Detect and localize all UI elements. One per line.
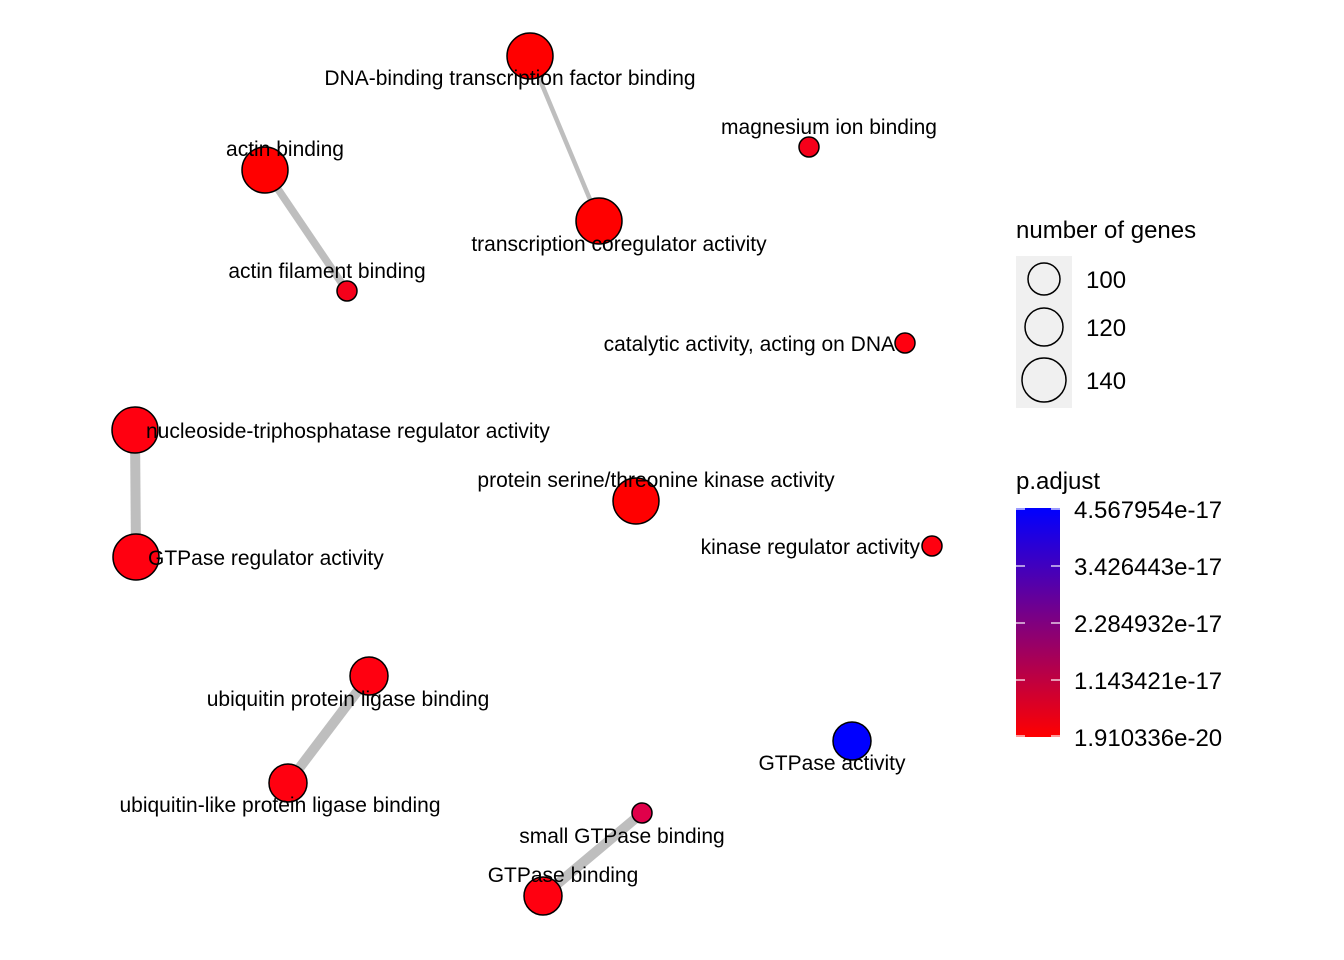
color-legend-tick-label: 3.426443e-17 (1074, 554, 1222, 581)
color-legend-tick-label: 1.910336e-20 (1074, 725, 1222, 752)
node-gtpase-reg (112, 533, 160, 581)
nodes-layer (111, 32, 943, 916)
node-label-ntpase-reg: nucleoside-triphosphatase regulator acti… (146, 420, 550, 443)
node-label-gtpase-reg: GTPase regulator activity (148, 547, 384, 570)
size-legend-circle-140 (1021, 357, 1067, 403)
node-small-gtpase (631, 802, 653, 824)
labels-layer: DNA-binding transcription factor binding… (119, 67, 937, 887)
node-label-small-gtpase: small GTPase binding (519, 825, 724, 848)
edge-dna-tf-binding-transcription-coreg (527, 55, 602, 222)
node-gtpase-activity (832, 721, 872, 761)
color-legend-tick-label: 4.567954e-17 (1074, 497, 1222, 524)
node-label-catalytic-dna: catalytic activity, acting on DNA (604, 333, 895, 356)
color-legend-tick-label: 1.143421e-17 (1074, 668, 1222, 695)
node-dna-tf-binding (506, 32, 554, 80)
size-legend-circle-120 (1024, 307, 1064, 347)
node-ubiquitin-ligase (349, 656, 389, 696)
edge-ubiquitin-ligase-ubiquitin-like-ligase (284, 672, 373, 787)
node-label-actin-filament: actin filament binding (228, 260, 425, 283)
node-transcription-coreg (575, 197, 623, 245)
node-ser-thr-kinase (612, 477, 660, 525)
size-legend-circle-100 (1027, 262, 1061, 296)
edge-actin-binding-actin-filament (261, 167, 351, 294)
node-magnesium (798, 136, 820, 158)
size-legend-label-120: 120 (1086, 315, 1126, 342)
node-label-kinase-reg: kinase regulator activity (701, 536, 921, 559)
color-legend-tick-label: 2.284932e-17 (1074, 611, 1222, 638)
node-catalytic-dna (894, 332, 916, 354)
node-label-ubiquitin-like-ligase: ubiquitin-like protein ligase binding (119, 794, 440, 817)
node-label-transcription-coreg: transcription coregulator activity (471, 233, 767, 256)
size-legend-label-100: 100 (1086, 267, 1126, 294)
node-label-gtpase-activity: GTPase activity (758, 752, 906, 775)
color-legend-ticks (1016, 508, 1060, 737)
edge-small-gtpase-gtpase-binding (539, 809, 646, 900)
node-label-dna-tf-binding: DNA-binding transcription factor binding (324, 67, 695, 90)
node-actin-filament (336, 280, 358, 302)
node-kinase-reg (921, 535, 943, 557)
node-gtpase-binding (523, 876, 563, 916)
node-label-magnesium: magnesium ion binding (721, 116, 937, 139)
node-label-ser-thr-kinase: protein serine/threonine kinase activity (477, 469, 835, 492)
node-actin-binding (241, 146, 289, 194)
size-legend-title: number of genes (1016, 217, 1196, 244)
size-legend-label-140: 140 (1086, 368, 1126, 395)
node-ubiquitin-like-ligase (268, 763, 308, 803)
node-label-actin-binding: actin binding (226, 138, 344, 161)
node-label-ubiquitin-ligase: ubiquitin protein ligase binding (207, 688, 490, 711)
size-legend: number of genes 100 120 140 (1016, 217, 1196, 408)
color-legend-title: p.adjust (1016, 468, 1100, 495)
node-label-gtpase-binding: GTPase binding (488, 864, 639, 887)
node-ntpase-reg (111, 406, 159, 454)
color-legend: p.adjust 4.567954e-17 3.426443e-17 2.284… (1016, 468, 1222, 752)
